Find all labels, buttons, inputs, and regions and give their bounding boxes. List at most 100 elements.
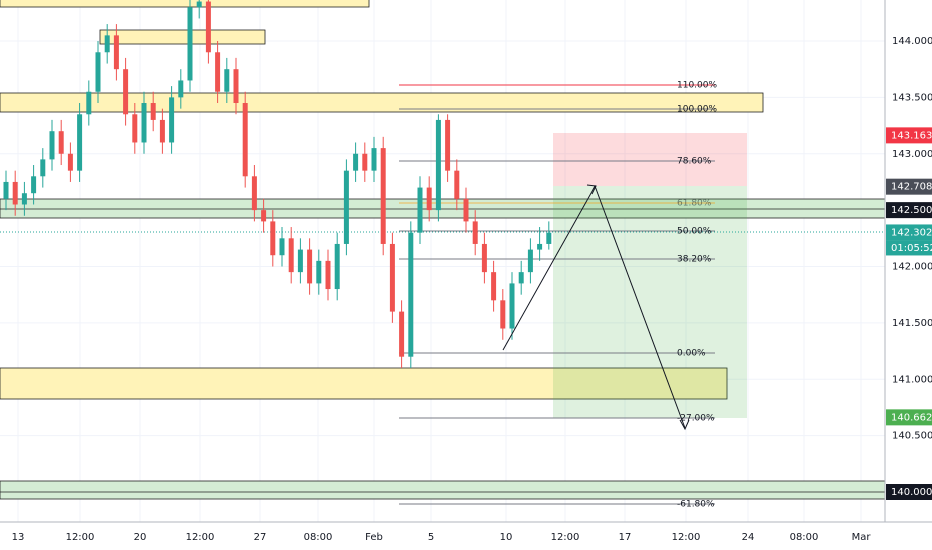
candle-body <box>3 181 9 199</box>
fib-label: 110.00% <box>677 81 717 91</box>
candle-body <box>362 153 368 171</box>
candle-body <box>472 221 478 244</box>
candle-body <box>509 283 515 329</box>
price-tick-label: 142.000 <box>892 262 932 273</box>
candle-body <box>325 260 331 290</box>
price-tag <box>886 224 932 241</box>
candle-body <box>21 193 27 205</box>
price-tick-label: 140.500 <box>892 431 932 442</box>
candle-body <box>233 69 239 104</box>
stop-zone <box>553 133 747 186</box>
candle-body <box>417 187 423 233</box>
price-tick-label: 141.500 <box>892 318 932 329</box>
candle-body <box>95 52 101 92</box>
candle-body <box>454 170 460 199</box>
time-tick-label: 08:00 <box>304 532 333 543</box>
candle-body <box>77 114 83 171</box>
price-tag <box>886 409 932 426</box>
candle-body <box>334 243 340 290</box>
candle-body <box>261 210 267 222</box>
fib-label: 78.60% <box>677 157 712 167</box>
candle-body <box>389 243 395 312</box>
candle-body <box>123 69 129 115</box>
candle-body <box>500 300 506 329</box>
candle-body <box>224 69 230 92</box>
time-tick-label: 08:00 <box>790 532 819 543</box>
candle-body <box>353 153 359 171</box>
candle-body <box>408 232 414 357</box>
candle-body <box>426 187 432 211</box>
price-tick-label: 141.000 <box>892 374 932 385</box>
candle-body <box>481 243 487 273</box>
time-tick-label: 27 <box>254 532 267 543</box>
time-tick-label: 13 <box>12 532 25 543</box>
time-tick-label: 12:00 <box>551 532 580 543</box>
candle-body <box>463 198 469 222</box>
candle-body <box>527 249 533 273</box>
candle-body <box>113 35 119 70</box>
time-tick-label: Mar <box>852 532 872 543</box>
candle-body <box>169 97 175 143</box>
time-tick-label: 10 <box>500 532 513 543</box>
price-tag <box>886 127 932 144</box>
support-zone <box>0 198 886 219</box>
arrow-head <box>586 184 597 195</box>
candle-body <box>205 1 211 53</box>
supply-zone <box>0 92 764 113</box>
candle-body <box>132 114 138 143</box>
candle-body <box>86 91 92 115</box>
fib-label: 100.00% <box>677 105 717 115</box>
candle-body <box>251 176 257 211</box>
candle-body <box>371 148 377 171</box>
countdown-tag <box>886 240 932 256</box>
candle-body <box>288 238 294 273</box>
candle-body <box>187 7 193 81</box>
candle-body <box>141 103 147 143</box>
arrow-head <box>679 419 690 431</box>
candle-body <box>316 260 322 284</box>
time-tick-label: 17 <box>619 532 632 543</box>
candle-body <box>215 52 221 92</box>
candle-body <box>343 170 349 244</box>
time-tick-label: 12:00 <box>66 532 95 543</box>
candle-body <box>31 176 37 194</box>
support-zone <box>0 480 886 500</box>
candle-body <box>12 181 18 205</box>
candle-body <box>307 249 313 284</box>
price-tick-label: 143.000 <box>892 149 932 160</box>
candle-body <box>178 80 184 98</box>
price-tick-label: 144.000 <box>892 36 932 47</box>
price-tag <box>886 484 932 500</box>
fib-retracement: 110.00% 100.00% 78.60% 61.80% 50.00% 38.20% 0.… <box>399 81 717 510</box>
time-tick-label: Feb <box>365 532 383 543</box>
candle-body <box>435 119 441 211</box>
fib-label: -27.00% <box>677 414 715 424</box>
axes: 144.000 143.500 143.000 142.500 142.000 141.5… <box>12 36 932 543</box>
fib-label: 61.80% <box>677 199 712 209</box>
fib-label: 50.00% <box>677 227 712 237</box>
candle-body <box>297 249 303 273</box>
candle-body <box>58 131 64 154</box>
time-tick-label: 12:00 <box>672 532 701 543</box>
price-tag-label: 142.500 <box>891 205 932 216</box>
time-tick-label: 24 <box>742 532 755 543</box>
price-tag <box>886 202 932 219</box>
candle-body <box>518 272 524 284</box>
demand-zone <box>0 367 728 400</box>
price-tag-label: 142.708 <box>891 182 932 193</box>
candle-body <box>491 272 497 301</box>
target-zone <box>553 186 747 418</box>
fib-label: -61.80% <box>677 500 715 510</box>
candle-body <box>270 221 276 256</box>
candle-body <box>150 103 156 120</box>
candle-body <box>40 159 46 177</box>
countdown-label: 01:05:52 <box>891 243 932 254</box>
candle-body <box>159 119 165 143</box>
price-tag-label: 143.163 <box>891 130 932 141</box>
candle-body <box>445 119 451 171</box>
candle-body <box>196 1 202 8</box>
candle-body <box>242 103 248 177</box>
fib-label: 38.20% <box>677 255 712 265</box>
candle-body <box>67 153 73 171</box>
